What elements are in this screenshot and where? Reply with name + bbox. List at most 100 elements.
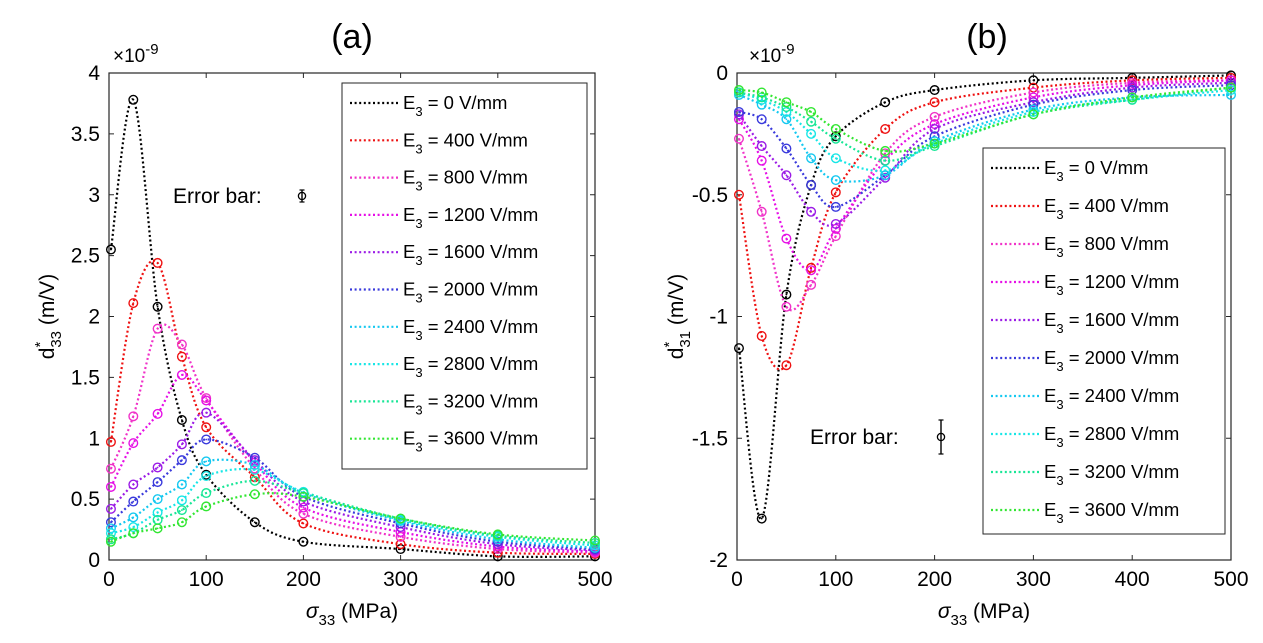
text-part: 3 <box>1056 321 1063 336</box>
legend-entry: E3 = 1600 V/mm <box>1044 309 1179 336</box>
x-tick-label: 500 <box>1213 568 1248 591</box>
data-point-center <box>253 479 256 482</box>
data-point <box>781 360 792 371</box>
legend-entry: E3 = 2000 V/mm <box>403 279 538 306</box>
data-point <box>756 141 767 152</box>
text-part: E <box>1044 385 1056 406</box>
y-tick-label: 0.5 <box>71 488 100 511</box>
text-part: = 3600 V/mm <box>1064 499 1180 520</box>
data-point-center <box>785 174 788 177</box>
text-part: E <box>1044 347 1056 368</box>
legend-box <box>982 147 1226 535</box>
data-point <box>201 501 212 512</box>
data-point <box>781 233 792 244</box>
data-point <box>806 153 817 164</box>
data-point <box>128 512 139 523</box>
data-point <box>249 464 260 475</box>
data-point <box>1127 85 1138 96</box>
data-point <box>756 206 767 217</box>
data-point <box>176 414 187 425</box>
legend-entry: E3 = 0 V/mm <box>1044 157 1148 184</box>
data-point <box>1028 75 1039 86</box>
data-point-center <box>785 364 788 367</box>
text-part: = 2000 V/mm <box>423 279 539 300</box>
series-line-6 <box>110 458 596 549</box>
data-point-center <box>253 521 256 524</box>
text-part: 3 <box>1056 207 1063 222</box>
data-point <box>830 124 841 135</box>
legend-entry: E3 = 400 V/mm <box>1044 195 1169 222</box>
data-point <box>298 491 309 502</box>
data-point-center <box>834 137 837 140</box>
data-point <box>298 502 309 513</box>
data-point <box>201 422 212 433</box>
series-line-4 <box>738 81 1232 227</box>
data-point-center <box>810 120 812 123</box>
text-part: E <box>403 353 415 374</box>
data-point-center <box>110 521 112 524</box>
text-part: 3 <box>415 253 422 268</box>
text-part: E <box>403 167 415 188</box>
text-part: d <box>36 348 59 360</box>
data-point <box>395 513 406 524</box>
data-point-center <box>760 145 763 147</box>
data-point <box>152 494 163 505</box>
text-part: 33 <box>48 331 65 348</box>
x-tick-label: 400 <box>480 568 515 591</box>
data-point <box>1028 109 1039 120</box>
data-point-center <box>110 538 112 541</box>
data-point <box>929 111 940 122</box>
data-point-center <box>738 113 740 116</box>
text-part: = 0 V/mm <box>423 92 508 113</box>
data-point-center <box>760 118 763 121</box>
data-point <box>105 463 116 474</box>
text-part: * <box>661 342 678 348</box>
x-tick-label: 0 <box>731 568 743 591</box>
data-point-center <box>181 355 183 358</box>
text-part: 3 <box>1056 359 1063 374</box>
data-point <box>128 528 139 539</box>
data-point <box>880 155 891 166</box>
data-point <box>128 94 139 105</box>
data-point <box>105 481 116 492</box>
data-point <box>176 495 187 506</box>
series-line-9 <box>738 86 1232 153</box>
data-point <box>201 456 212 467</box>
x-tick-label: 100 <box>189 568 224 591</box>
text-part: = 2400 V/mm <box>423 316 539 337</box>
text-part: σ <box>306 600 320 623</box>
data-point <box>830 175 841 186</box>
y-tick-label: 4 <box>88 62 100 85</box>
text-part: = 2800 V/mm <box>1064 423 1180 444</box>
text-part: E <box>1044 309 1056 330</box>
data-point-center <box>760 335 763 337</box>
y-multiplier: ×10-9 <box>749 41 795 67</box>
data-point-center <box>110 540 112 543</box>
text-part: 3 <box>1056 511 1063 526</box>
text-part: = 400 V/mm <box>423 129 528 150</box>
data-point <box>733 343 744 354</box>
text-part: 3 <box>415 179 422 194</box>
data-point-center <box>1230 86 1232 89</box>
x-tick-label: 400 <box>1115 568 1150 591</box>
legend-entry: E3 = 1200 V/mm <box>403 204 538 231</box>
data-point-center <box>884 159 887 162</box>
data-point-center <box>884 128 887 130</box>
data-point-center <box>156 327 159 330</box>
legend-entry: E3 = 800 V/mm <box>403 167 528 194</box>
legend-entry: E3 = 2000 V/mm <box>1044 347 1179 374</box>
text-part: E <box>1044 271 1056 292</box>
text-part: = 800 V/mm <box>423 167 528 188</box>
x-tick-label: 0 <box>103 568 115 591</box>
text-part: 3 <box>415 440 422 455</box>
data-point-center <box>156 413 159 415</box>
data-point-center <box>132 98 135 101</box>
text-part: = 3200 V/mm <box>423 390 539 411</box>
legend-entry: E3 = 2400 V/mm <box>1044 385 1179 412</box>
data-point-center <box>834 235 837 238</box>
data-point <box>781 143 792 154</box>
text-part: = 3200 V/mm <box>1064 461 1180 482</box>
data-point <box>176 351 187 362</box>
data-point-center <box>110 441 112 443</box>
data-point-center <box>1230 89 1232 91</box>
